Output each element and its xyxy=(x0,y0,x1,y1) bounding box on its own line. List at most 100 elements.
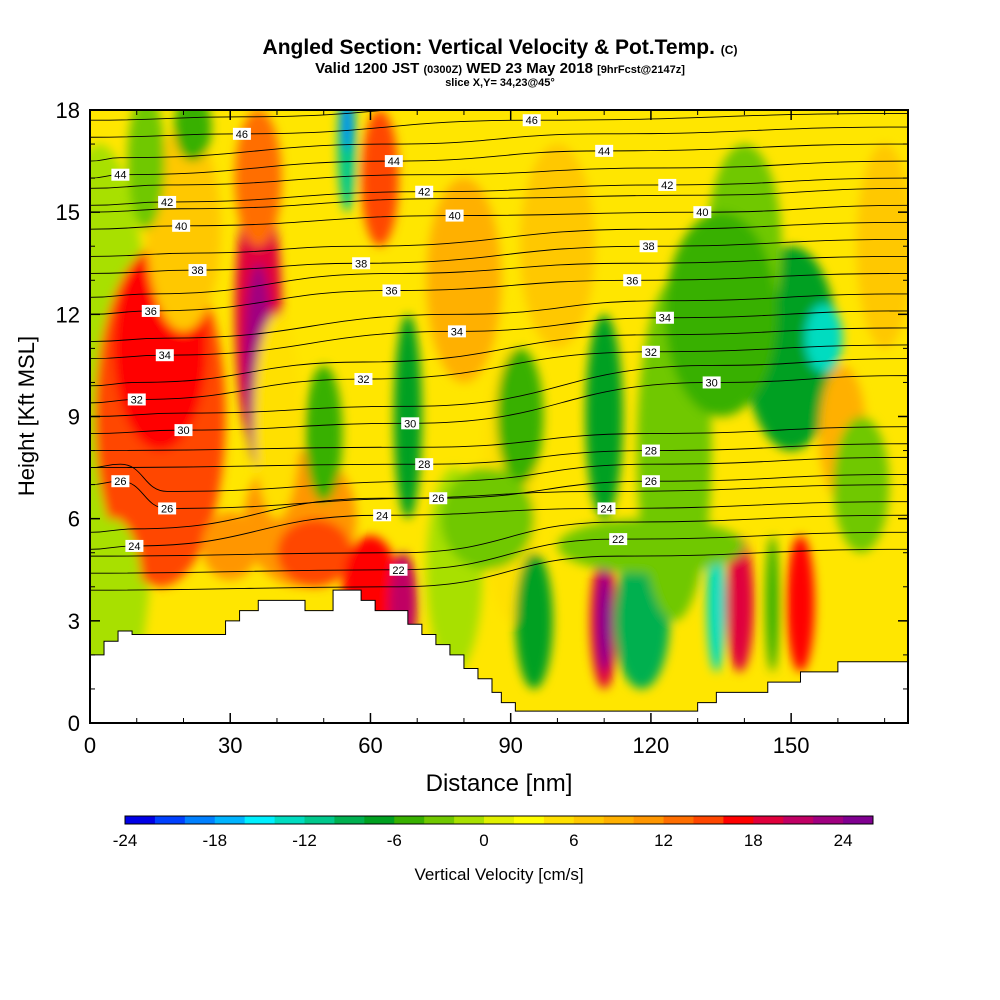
colorbar-swatch xyxy=(334,816,365,824)
x-tick-label: 0 xyxy=(84,733,96,758)
velocity-cell-10 xyxy=(202,511,259,580)
colorbar-tick-label: 18 xyxy=(744,831,763,850)
theta-contour-31 xyxy=(90,358,908,417)
velocity-cell-18 xyxy=(496,348,544,485)
svg-text:26: 26 xyxy=(114,476,126,488)
svg-text:44: 44 xyxy=(598,146,610,158)
svg-text:26: 26 xyxy=(432,493,444,505)
y-tick-label: 12 xyxy=(56,302,80,327)
svg-text:26: 26 xyxy=(645,476,657,488)
svg-text:26: 26 xyxy=(161,503,173,515)
theta-contour-39 xyxy=(90,221,908,257)
svg-text:40: 40 xyxy=(696,207,708,219)
velocity-cell-12 xyxy=(393,314,422,519)
colorbar-swatch xyxy=(693,816,724,824)
contour-label-22: 22 xyxy=(609,533,628,546)
theta-contour-21 xyxy=(90,548,908,591)
contour-label-44: 44 xyxy=(111,168,130,182)
colorbar-swatch xyxy=(783,816,814,824)
theta-contour-35 xyxy=(90,293,908,343)
colorbar-tick-label: -12 xyxy=(292,831,317,850)
contour-label-40: 40 xyxy=(445,209,464,223)
colorbar-swatch xyxy=(723,816,754,824)
velocity-cell-14 xyxy=(342,110,352,151)
velocity-cell-25 xyxy=(707,535,726,672)
svg-text:28: 28 xyxy=(645,446,657,458)
svg-text:46: 46 xyxy=(236,129,248,141)
theta-contour-46 xyxy=(90,112,908,138)
velocity-cell-38 xyxy=(440,467,535,570)
theta-contour-29 xyxy=(90,426,908,452)
svg-text:24: 24 xyxy=(600,503,612,515)
contour-label-32: 32 xyxy=(354,373,373,386)
velocity-cell-30 xyxy=(805,304,843,373)
contour-label-44: 44 xyxy=(595,144,614,158)
theta-contour-28 xyxy=(90,443,908,469)
svg-text:30: 30 xyxy=(706,377,718,389)
theta-contour-26 xyxy=(90,473,908,509)
velocity-cell-43 xyxy=(127,110,165,230)
svg-text:30: 30 xyxy=(177,425,189,437)
svg-text:24: 24 xyxy=(128,541,140,553)
contour-label-28: 28 xyxy=(415,458,434,471)
x-tick-label: 120 xyxy=(633,733,670,758)
colorbar-swatch xyxy=(454,816,485,824)
contour-label-44: 44 xyxy=(384,155,403,168)
contour-label-28: 28 xyxy=(641,444,660,458)
svg-text:32: 32 xyxy=(645,347,657,359)
y-tick-label: 6 xyxy=(68,507,80,532)
velocity-cell-42 xyxy=(664,212,778,417)
svg-text:42: 42 xyxy=(161,197,173,209)
colorbar-swatch xyxy=(394,816,425,824)
velocity-cell-41 xyxy=(90,518,142,655)
contour-label-26: 26 xyxy=(158,502,177,515)
contour-label-46: 46 xyxy=(232,127,251,141)
colorbar-frame xyxy=(124,815,874,825)
velocity-cell-19 xyxy=(515,552,553,689)
velocity-cell-11 xyxy=(305,365,343,502)
svg-text:38: 38 xyxy=(642,241,654,253)
velocity-cell-39 xyxy=(557,518,745,574)
velocity-cell-27 xyxy=(765,535,780,672)
colorbar-swatch xyxy=(274,816,306,824)
contour-label-34: 34 xyxy=(155,349,174,362)
velocity-cell-22 xyxy=(597,569,612,672)
contour-label-26: 26 xyxy=(111,475,130,488)
theta-contour-43 xyxy=(90,160,908,189)
colorbar-swatch xyxy=(633,816,665,824)
theta-contour-23 xyxy=(90,514,908,557)
contour-label-34: 34 xyxy=(655,311,674,325)
velocity-cell-32 xyxy=(856,144,908,349)
x-tick-label: 60 xyxy=(358,733,382,758)
colorbar-swatch xyxy=(244,816,276,824)
colorbar-swatch xyxy=(154,816,186,824)
theta-contour-37 xyxy=(90,255,908,298)
colorbar-swatch xyxy=(364,816,395,824)
contour-label-30: 30 xyxy=(401,417,420,430)
velocity-cell-35 xyxy=(520,144,595,349)
colorbar-tick-label: 6 xyxy=(569,831,578,850)
svg-text:44: 44 xyxy=(114,170,126,182)
y-tick-label: 9 xyxy=(68,405,80,430)
colorbar-swatch xyxy=(663,816,694,824)
colorbar-swatch xyxy=(184,816,216,824)
theta-contour-33 xyxy=(90,327,908,387)
svg-text:46: 46 xyxy=(526,115,538,127)
contour-label-36: 36 xyxy=(623,274,642,287)
contour-label-34: 34 xyxy=(447,325,466,338)
contour-label-38: 38 xyxy=(352,257,371,270)
svg-text:38: 38 xyxy=(191,265,203,277)
contour-label-36: 36 xyxy=(141,304,160,318)
contour-label-30: 30 xyxy=(174,424,193,437)
contour-label-26: 26 xyxy=(429,492,448,505)
colorbar-tick-label: 24 xyxy=(834,831,853,850)
contour-label-30: 30 xyxy=(702,376,721,389)
velocity-cell-37 xyxy=(253,314,301,519)
contour-label-26: 26 xyxy=(641,475,660,488)
colorbar-swatch xyxy=(424,816,455,824)
contour-label-24: 24 xyxy=(373,509,392,522)
chart-valid-time: Valid 1200 JST (0300Z) WED 23 May 2018 [… xyxy=(315,60,685,77)
contour-label-24: 24 xyxy=(125,539,144,553)
colorbar-tick-label: -18 xyxy=(202,831,227,850)
